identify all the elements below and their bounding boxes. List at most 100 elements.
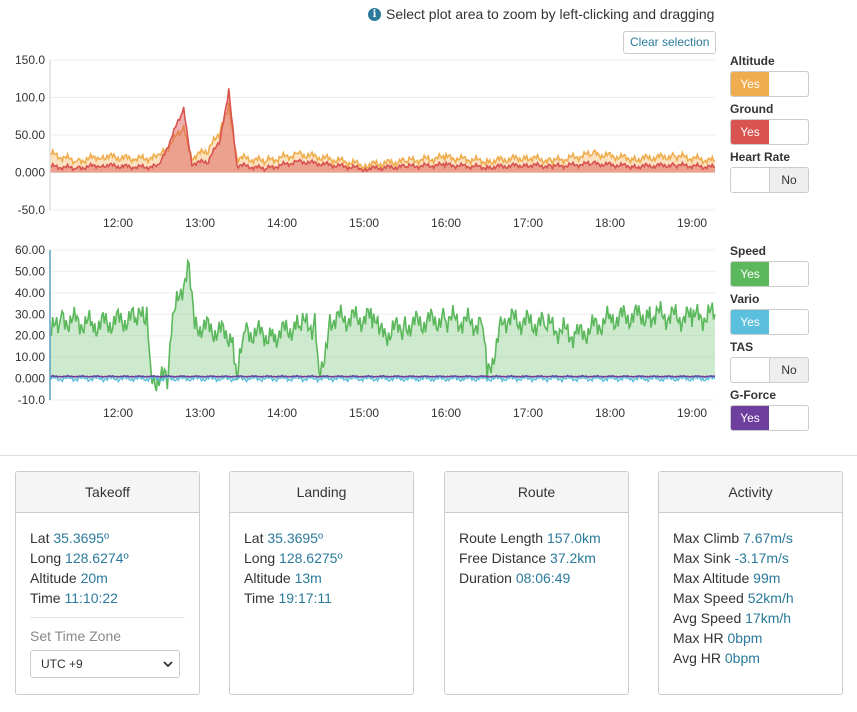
stat-label: Lat bbox=[30, 530, 54, 546]
stat-value: 37.2km bbox=[550, 550, 596, 566]
toggle-label: TAS bbox=[730, 340, 754, 354]
toggle-knob bbox=[769, 262, 808, 286]
stat-label: Lat bbox=[244, 530, 268, 546]
toggle-yes: Yes bbox=[731, 120, 769, 144]
y-tick-label: 30.00 bbox=[15, 307, 45, 321]
toggle-yes: Yes bbox=[731, 406, 769, 430]
x-tick-label: 18:00 bbox=[595, 406, 625, 420]
stat-label: Free Distance bbox=[459, 550, 551, 566]
series-line-vario bbox=[49, 373, 716, 384]
toggle-switch[interactable]: Yes bbox=[730, 119, 809, 145]
toggle-group-tas: TAS No bbox=[730, 340, 809, 383]
toggle-label: Ground bbox=[730, 102, 774, 116]
y-tick-label: 0.000 bbox=[15, 372, 45, 386]
x-tick-label: 19:00 bbox=[677, 406, 707, 420]
toggle-label: G-Force bbox=[730, 388, 777, 402]
toggle-label: Speed bbox=[730, 244, 767, 258]
x-tick-label: 16:00 bbox=[431, 216, 461, 230]
y-tick-label: 150.0 bbox=[15, 53, 45, 67]
stat-row: Avg Speed 17km/h bbox=[673, 608, 828, 628]
y-tick-label: -10.0 bbox=[18, 393, 46, 407]
stat-label: Max Climb bbox=[673, 530, 744, 546]
stat-row: Lat 35.3695º bbox=[30, 528, 185, 548]
toggle-knob bbox=[731, 168, 769, 192]
x-tick-label: 12:00 bbox=[103, 216, 133, 230]
stat-value: 35.3695º bbox=[53, 530, 110, 546]
series-line-altitude bbox=[49, 102, 716, 171]
stat-label: Time bbox=[244, 590, 279, 606]
x-tick-label: 13:00 bbox=[185, 406, 215, 420]
toggle-no: No bbox=[769, 168, 808, 192]
x-tick-label: 13:00 bbox=[185, 216, 215, 230]
y-tick-label: 50.00 bbox=[15, 128, 45, 142]
toggle-group-g-force: G-Force Yes bbox=[730, 388, 809, 431]
stat-value: 0bpm bbox=[724, 650, 760, 666]
chevron-down-icon bbox=[163, 654, 173, 674]
stat-value: 128.6274º bbox=[65, 550, 129, 566]
stat-row: Max Speed 52km/h bbox=[673, 588, 828, 608]
takeoff-rows: Lat 35.3695º Long 128.6274º Altitude 20m Ti… bbox=[30, 528, 185, 608]
toggle-switch[interactable]: Yes bbox=[730, 405, 809, 431]
stat-label: Max HR bbox=[673, 630, 728, 646]
x-tick-label: 15:00 bbox=[349, 406, 379, 420]
y-tick-label: -50.0 bbox=[18, 203, 46, 217]
toggle-switch[interactable]: Yes bbox=[730, 261, 809, 287]
toggle-knob bbox=[769, 406, 808, 430]
toggle-no: No bbox=[769, 358, 808, 382]
activity-panel: Activity Max Climb 7.67m/s Max Sink -3.17… bbox=[658, 471, 843, 695]
series-area-ground bbox=[50, 88, 715, 173]
stat-row: Long 128.6274º bbox=[30, 548, 185, 568]
stat-value: 19:17:11 bbox=[278, 590, 332, 606]
toggle-knob bbox=[769, 120, 808, 144]
stat-label: Long bbox=[244, 550, 280, 566]
x-tick-label: 12:00 bbox=[103, 406, 133, 420]
stat-row: Max Altitude 99m bbox=[673, 568, 828, 588]
time-zone-label: Set Time Zone bbox=[30, 628, 122, 644]
stat-row: Lat 35.3695º bbox=[244, 528, 399, 548]
toggle-switch[interactable]: Yes bbox=[730, 71, 809, 97]
x-tick-label: 19:00 bbox=[677, 216, 707, 230]
x-tick-label: 15:00 bbox=[349, 216, 379, 230]
series-line-ground bbox=[49, 88, 716, 173]
stat-value: 157.0km bbox=[546, 530, 601, 546]
y-tick-label: 60.00 bbox=[15, 243, 45, 257]
stat-row: Max HR 0bpm bbox=[673, 628, 828, 648]
toggle-group-vario: Vario Yes bbox=[730, 292, 809, 335]
stat-value: 99m bbox=[753, 570, 781, 586]
stat-row: Free Distance 37.2km bbox=[459, 548, 614, 568]
y-tick-label: 20.00 bbox=[15, 329, 45, 343]
toggle-group-heart-rate: Heart Rate No bbox=[730, 150, 809, 193]
info-icon: i bbox=[368, 7, 381, 21]
stat-label: Altitude bbox=[244, 570, 295, 586]
altitude-chart[interactable]: 150.0 100.0 50.00 0.000 -50.0 12:00 13:00 14:00… bbox=[0, 50, 725, 240]
x-tick-label: 14:00 bbox=[267, 406, 297, 420]
route-panel: Route Route Length 157.0km Free Distance … bbox=[444, 471, 629, 695]
panel-title: Route bbox=[445, 472, 628, 513]
stat-value: 11:10:22 bbox=[64, 590, 118, 606]
time-zone-select[interactable]: UTC +9 bbox=[30, 650, 180, 678]
toggle-group-ground: Ground Yes bbox=[730, 102, 809, 145]
clear-selection-button[interactable]: Clear selection bbox=[623, 31, 717, 54]
stat-row: Max Climb 7.67m/s bbox=[673, 528, 828, 548]
panel-title: Activity bbox=[659, 472, 842, 513]
stat-row: Max Sink -3.17m/s bbox=[673, 548, 828, 568]
stat-row: Altitude 20m bbox=[30, 568, 185, 588]
stat-value: 17km/h bbox=[745, 610, 792, 626]
y-tick-label: 50.00 bbox=[15, 264, 45, 278]
stat-label: Max Speed bbox=[673, 590, 748, 606]
x-tick-label: 18:00 bbox=[595, 216, 625, 230]
toggle-switch[interactable]: No bbox=[730, 167, 809, 193]
stat-label: Avg Speed bbox=[673, 610, 746, 626]
stat-label: Route Length bbox=[459, 530, 547, 546]
toggle-switch[interactable]: No bbox=[730, 357, 809, 383]
takeoff-panel: Takeoff Lat 35.3695º Long 128.6274º Altitu… bbox=[15, 471, 200, 695]
toggle-switch[interactable]: Yes bbox=[730, 309, 809, 335]
zoom-hint: i Select plot area to zoom by left-click… bbox=[368, 6, 714, 22]
section-divider bbox=[0, 455, 857, 456]
time-zone-value: UTC +9 bbox=[41, 657, 83, 671]
stat-value: 128.6275º bbox=[279, 550, 343, 566]
stat-label: Time bbox=[30, 590, 65, 606]
landing-rows: Lat 35.3695º Long 128.6275º Altitude 13m Ti… bbox=[244, 528, 399, 608]
speed-chart[interactable]: 60.00 50.00 40.00 30.00 20.00 10.00 0.000 -10.0… bbox=[0, 240, 725, 430]
y-tick-label: 100.0 bbox=[15, 91, 45, 105]
